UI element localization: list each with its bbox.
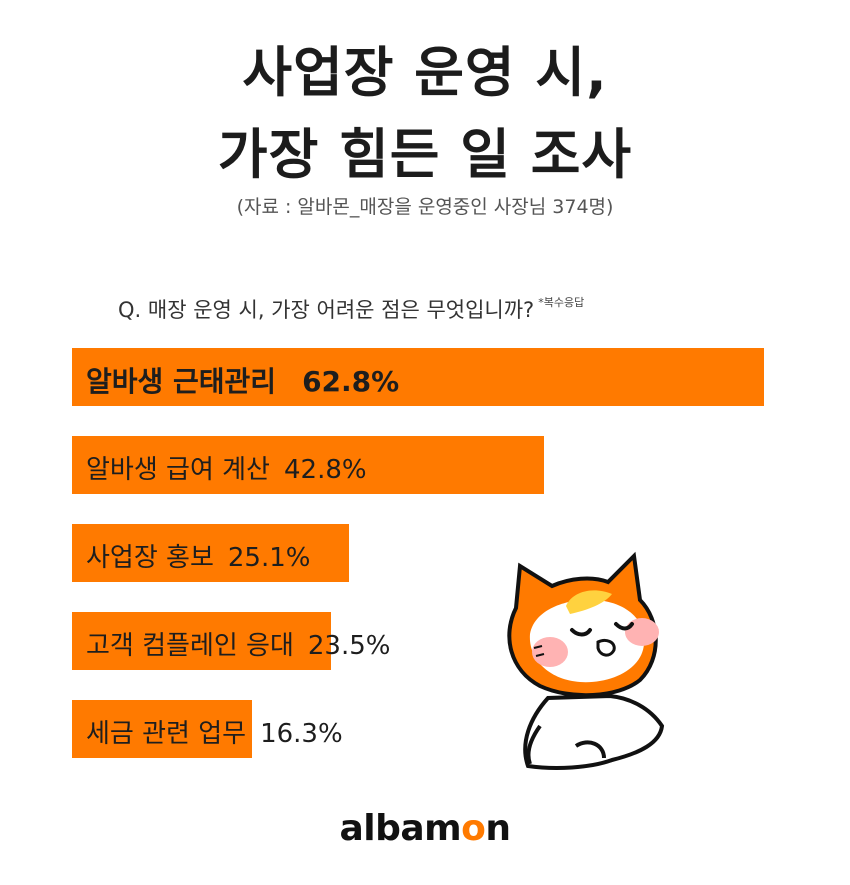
bar-label-2: 알바생 급여 계산 42.8% bbox=[86, 449, 367, 486]
page-title-line-1: 사업장 운영 시, bbox=[242, 41, 608, 104]
category-label: 알바생 근태관리 bbox=[86, 365, 277, 398]
bar-2 bbox=[72, 436, 544, 494]
category-label: 세금 관련 업무 bbox=[86, 719, 247, 749]
value-label: 62.8% bbox=[302, 365, 400, 398]
value-label: 16.3% bbox=[260, 719, 343, 749]
albamon-logo: albamon bbox=[339, 808, 511, 849]
multiple-response-note: *복수응답 bbox=[538, 296, 585, 309]
question-text: Q. 매장 운영 시, 가장 어려운 점은 무엇입니까? bbox=[118, 298, 535, 322]
bar-1 bbox=[72, 348, 764, 406]
survey-question: Q. 매장 운영 시, 가장 어려운 점은 무엇입니까? *복수응답 bbox=[118, 294, 768, 324]
bar-label-4: 고객 컴플레인 응대 23.5% bbox=[86, 625, 391, 662]
bar-label-1: 알바생 근태관리 62.8% bbox=[86, 360, 399, 400]
bar-4 bbox=[72, 612, 331, 670]
bar-label-3: 사업장 홍보 25.1% bbox=[86, 537, 310, 574]
bar-3 bbox=[72, 524, 349, 582]
category-label: 고객 컴플레인 응대 bbox=[86, 631, 294, 661]
value-label: 25.1% bbox=[227, 543, 311, 573]
value-label: 42.8% bbox=[283, 455, 367, 485]
cat-mascot-icon bbox=[507, 551, 665, 770]
source-note: (자료 : 알바몬_매장을 운영중인 사장님 374명) bbox=[236, 196, 614, 218]
category-label: 사업장 홍보 bbox=[86, 543, 214, 573]
bar-label-5: 세금 관련 업무 16.3% bbox=[86, 713, 343, 750]
value-label: 23.5% bbox=[307, 631, 391, 661]
category-label: 알바생 급여 계산 bbox=[86, 455, 270, 485]
page-title-line-2: 가장 힘든 일 조사 bbox=[217, 123, 633, 186]
bar-5 bbox=[72, 700, 252, 758]
